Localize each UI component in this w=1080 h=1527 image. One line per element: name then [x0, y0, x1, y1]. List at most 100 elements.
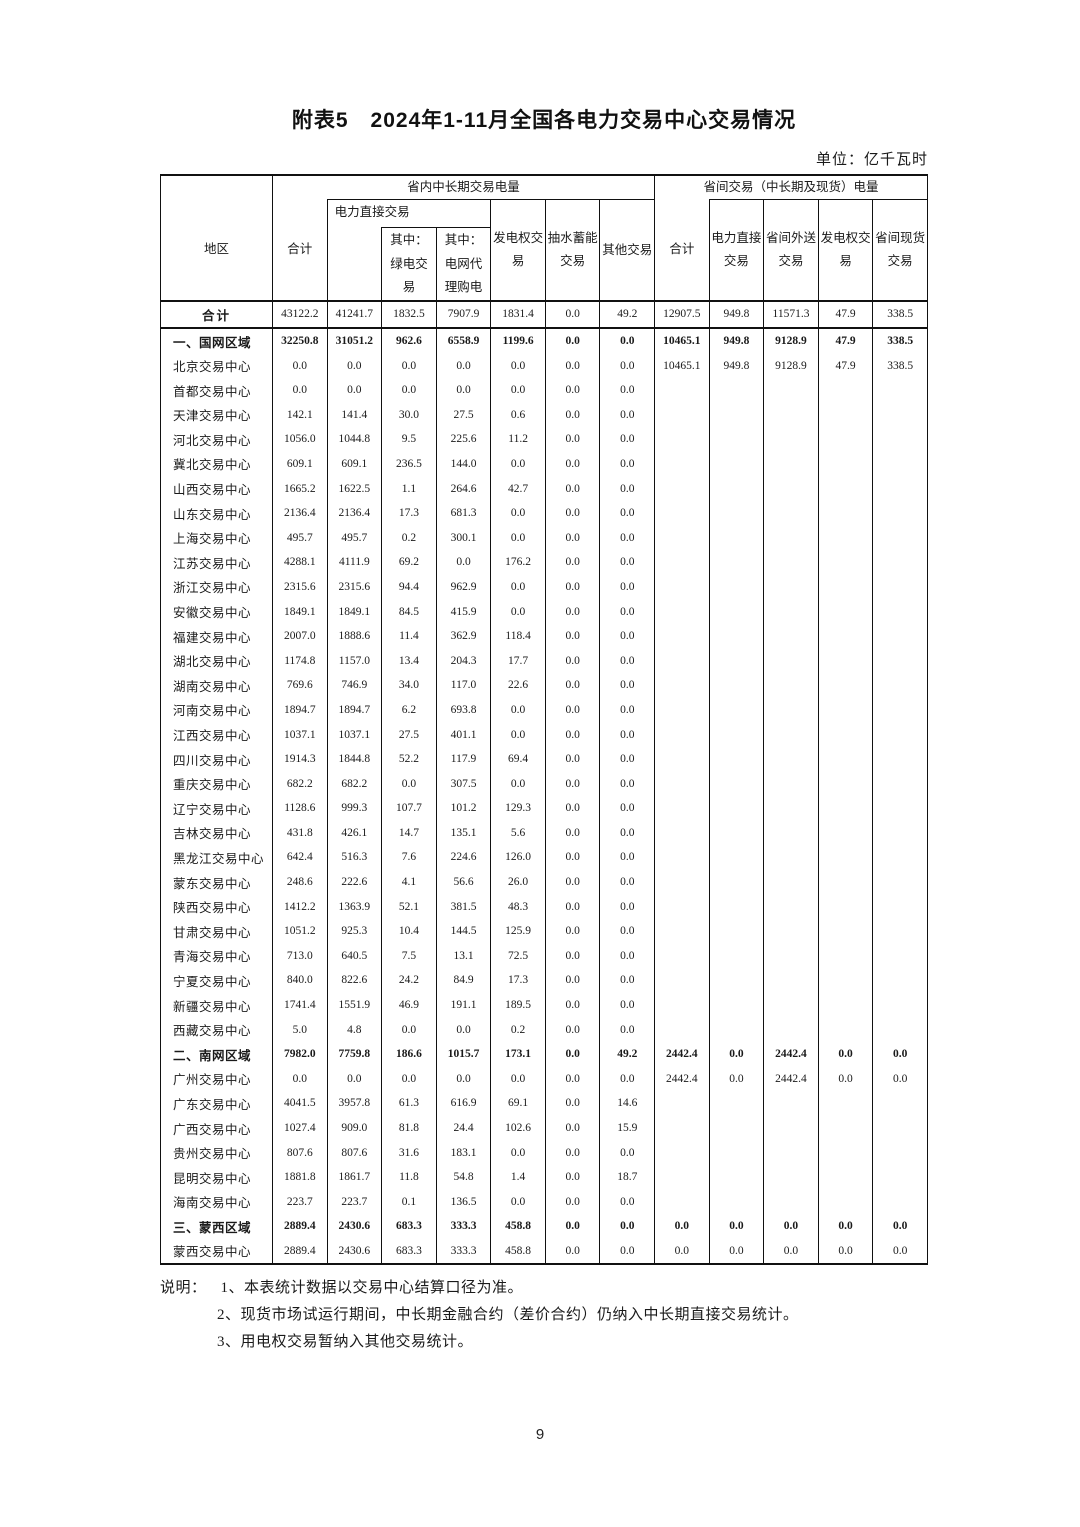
region-label: 浙江交易中心 — [160, 574, 273, 600]
value-cell — [817, 894, 874, 919]
value-cell: 84.5 — [381, 599, 437, 624]
region-label: 安徽交易中心 — [160, 599, 273, 624]
value-cell: 107.7 — [381, 796, 437, 821]
value-cell — [654, 1115, 710, 1141]
value-cell — [763, 402, 819, 428]
notes-block: 说明： 1、本表统计数据以交易中心结算口径为准。 2、现货市场试运行期间，中长期… — [160, 1275, 928, 1356]
value-cell: 0.0 — [599, 623, 656, 649]
value-cell: 909.0 — [326, 1115, 383, 1141]
value-cell: 0.0 — [544, 1091, 601, 1116]
table-row: 蒙东交易中心 248.6 222.6 4.1 56.6 26.0 0.0 0.0 — [160, 869, 928, 895]
table-row: 合计 43122.2 41241.7 1832.5 7907.9 1831.4 0.0 49.… — [160, 301, 928, 328]
value-cell: 223.7 — [326, 1189, 383, 1215]
value-cell: 0.2 — [490, 1017, 546, 1042]
header-row-subcolumns: 其中：绿电交易 其中：电网代理购电 — [161, 227, 928, 302]
value-cell — [872, 771, 928, 796]
value-cell: 0.0 — [544, 599, 601, 624]
header-region: 地区 — [160, 199, 273, 302]
table-row: 四川交易中心 1914.3 1844.8 52.2 117.9 69.4 0.0 0.0 — [160, 746, 928, 772]
value-cell — [872, 918, 928, 944]
value-cell: 1056.0 — [272, 427, 328, 452]
table-row: 西藏交易中心 5.0 4.8 0.0 0.0 0.2 0.0 0.0 — [160, 1017, 928, 1042]
value-cell: 1037.1 — [272, 722, 328, 747]
value-cell: 4.1 — [381, 869, 437, 895]
value-cell: 142.1 — [272, 402, 328, 428]
region-label: 甘肃交易中心 — [160, 918, 273, 944]
value-cell: 0.0 — [708, 1238, 765, 1265]
value-cell — [654, 451, 710, 477]
value-cell — [763, 894, 819, 919]
value-cell — [817, 1091, 874, 1116]
value-cell: 173.1 — [490, 1041, 546, 1067]
value-cell: 49.2 — [599, 1041, 656, 1067]
value-cell: 307.5 — [435, 771, 492, 796]
value-cell — [872, 820, 928, 846]
value-cell: 807.6 — [326, 1140, 383, 1165]
value-cell: 0.0 — [599, 1017, 656, 1042]
value-cell: 746.9 — [326, 673, 383, 698]
header-gen-rights-in: 发电权交易 — [490, 199, 546, 302]
header-pumped-storage: 抽水蓄能交易 — [544, 199, 601, 302]
region-label: 蒙西交易中心 — [160, 1238, 273, 1265]
value-cell: 0.0 — [817, 1214, 874, 1239]
value-cell: 0.0 — [544, 301, 601, 328]
value-cell: 681.3 — [435, 500, 492, 526]
table-row: 三、蒙西区域 2889.4 2430.6 683.3 333.3 458.8 0.0 0.0 0… — [160, 1214, 928, 1239]
region-label: 上海交易中心 — [160, 525, 273, 551]
value-cell: 0.0 — [490, 377, 546, 403]
value-cell: 0.0 — [544, 377, 601, 403]
value-cell: 300.1 — [435, 525, 492, 551]
value-cell — [654, 697, 710, 723]
value-cell: 141.4 — [326, 402, 383, 428]
value-cell: 0.0 — [490, 771, 546, 796]
value-cell: 31051.2 — [326, 327, 383, 354]
table-row: 河北交易中心 1056.0 1044.8 9.5 225.6 11.2 0.0 0.0 — [160, 427, 928, 452]
value-cell: 18.7 — [599, 1164, 656, 1190]
value-cell: 4288.1 — [272, 550, 328, 575]
header-green-trade: 其中：绿电交易 — [381, 227, 437, 302]
value-cell: 47.9 — [817, 353, 874, 378]
value-cell: 186.6 — [381, 1041, 437, 1067]
value-cell: 22.6 — [490, 673, 546, 698]
value-cell: 4041.5 — [272, 1091, 328, 1116]
header-row-columns: 地区 合计 电力直接交易 发电权交易 抽水蓄能交易 其他交易 合计 电力直接交易… — [160, 199, 928, 302]
value-cell: 0.0 — [544, 894, 601, 919]
table-row: 安徽交易中心 1849.1 1849.1 84.5 415.9 0.0 0.0 0.0 — [160, 599, 928, 624]
value-cell — [872, 402, 928, 428]
value-cell: 0.0 — [544, 451, 601, 477]
value-cell: 682.2 — [326, 771, 383, 796]
value-cell: 0.0 — [326, 377, 383, 403]
value-cell: 0.0 — [544, 746, 601, 772]
value-cell — [654, 968, 710, 993]
value-cell: 31.6 — [381, 1140, 437, 1165]
value-cell: 0.0 — [599, 550, 656, 575]
value-cell: 7.6 — [381, 845, 437, 870]
value-cell: 0.0 — [381, 1066, 437, 1092]
value-cell — [872, 992, 928, 1018]
value-cell: 0.0 — [544, 402, 601, 428]
table-row: 吉林交易中心 431.8 426.1 14.7 135.1 5.6 0.0 0.0 — [160, 820, 928, 846]
value-cell: 1849.1 — [272, 599, 328, 624]
value-cell: 0.0 — [544, 992, 601, 1018]
value-cell: 6558.9 — [435, 327, 492, 354]
value-cell: 693.8 — [435, 697, 492, 723]
value-cell: 0.0 — [544, 623, 601, 649]
value-cell — [763, 525, 819, 551]
value-cell — [763, 1017, 819, 1042]
table-row: 湖南交易中心 769.6 746.9 34.0 117.0 22.6 0.0 0.0 — [160, 673, 928, 698]
region-label: 二、南网区域 — [160, 1041, 273, 1067]
value-cell — [708, 796, 765, 821]
value-cell: 0.6 — [490, 402, 546, 428]
region-label: 四川交易中心 — [160, 746, 273, 772]
value-cell: 12907.5 — [654, 301, 710, 328]
value-cell: 6.2 — [381, 697, 437, 723]
value-cell: 0.0 — [544, 476, 601, 501]
note-item: 1、本表统计数据以交易中心结算口径为准。 — [220, 1280, 524, 1297]
value-cell: 11.2 — [490, 427, 546, 452]
value-cell: 0.0 — [599, 820, 656, 846]
value-cell: 1894.7 — [326, 697, 383, 723]
value-cell: 0.0 — [599, 918, 656, 944]
value-cell: 30.0 — [381, 402, 437, 428]
value-cell: 333.3 — [435, 1238, 492, 1265]
value-cell: 0.0 — [599, 746, 656, 772]
